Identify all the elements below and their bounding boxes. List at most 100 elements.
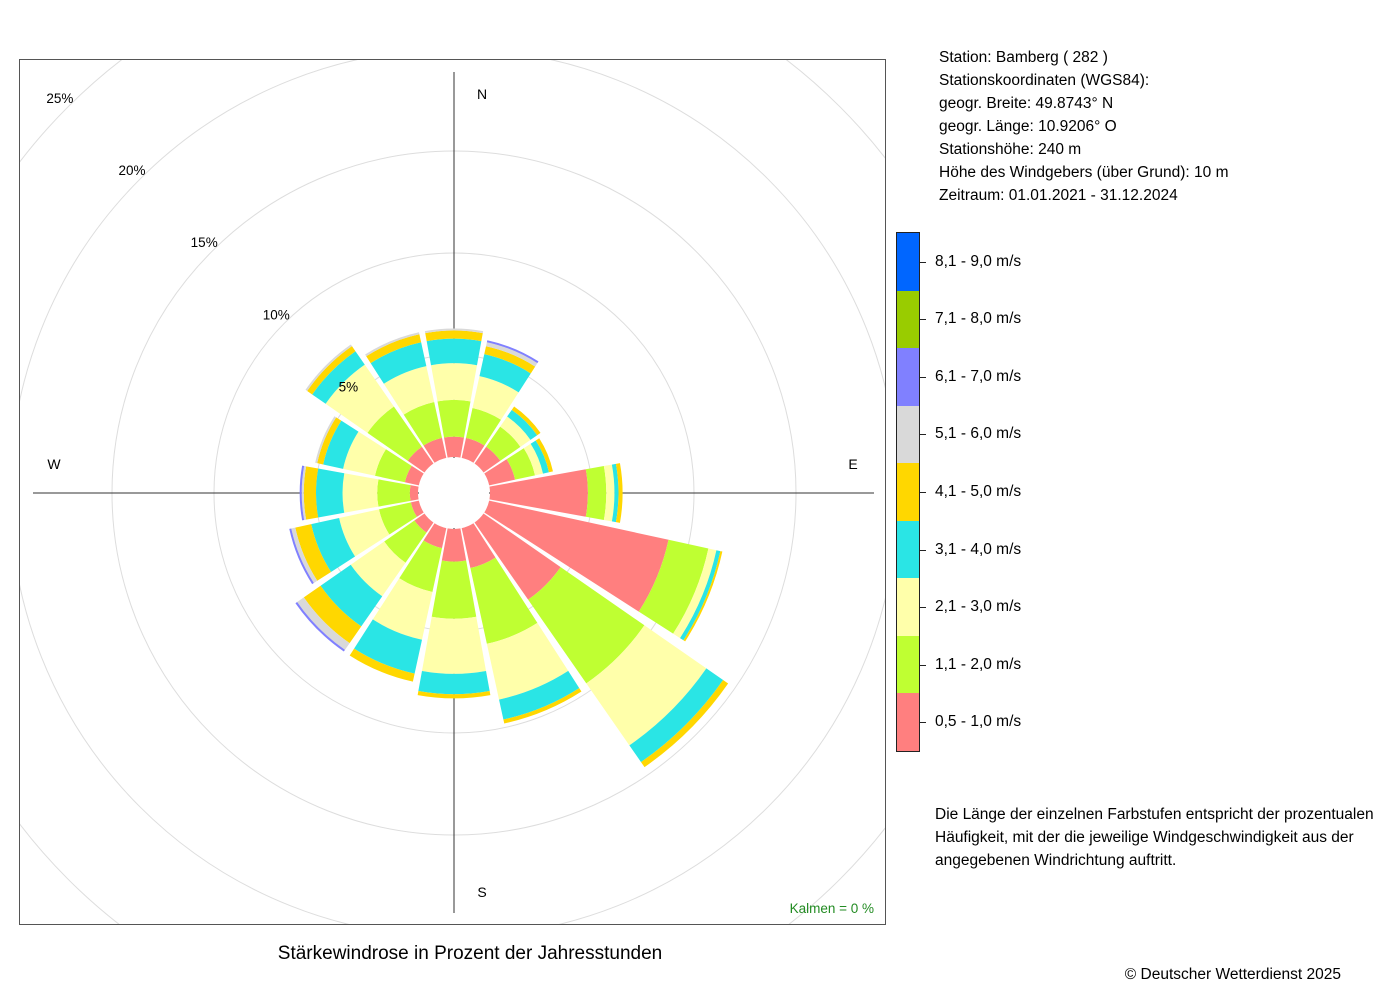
sector-o-band-2 [585,466,607,520]
sector-wnw [315,416,424,486]
sector-nnw-band-4 [370,342,427,384]
sector-w-band-1 [409,485,419,501]
sector-no-band-5 [511,406,541,436]
sector-nno-band-6 [486,342,538,367]
sector-sso-band-4 [499,670,580,720]
sector-nnw-band-1 [423,437,447,463]
sector-sw-band-7 [295,602,345,652]
sector-wsw-band-3 [339,509,390,557]
sector-oso [484,500,723,642]
legend-color-bar [896,232,920,752]
sector-wnw-band-3 [343,431,386,476]
sector-w-band-6 [301,466,307,520]
sector-so-band-3 [586,625,707,746]
sector-o-band-4 [611,463,619,523]
sector-n [424,328,484,458]
sector-w-band-7 [299,465,305,521]
legend-tick-8 [920,319,926,321]
sector-n-band-2 [437,399,471,438]
sector-w-band-3 [342,473,379,513]
sector-n-band-4 [426,338,482,366]
sector-so-band-5 [641,680,729,768]
sector-ono-band-2 [506,448,536,480]
sector-oso-band-1 [484,500,669,612]
chart-title: Stärkewindrose in Prozent der Jahresstun… [277,943,663,964]
legend-label-8: 7,1 - 8,0 m/s [935,310,1022,328]
station-info: Station: Bamberg ( 282 ) Stationskoordin… [939,46,1228,207]
ring-label-4: 20% [118,163,145,178]
sector-ono-band-3 [523,443,543,476]
sector-o-band-1 [489,469,588,517]
sector-s-band-1 [441,528,467,562]
legend-tick-9 [920,261,926,263]
legend-tick-2 [920,664,926,666]
legend-tick-1 [920,722,926,724]
sector-sso-band-5 [503,688,582,724]
sector-so-band-2 [528,567,645,684]
sector-sw-band-6 [297,597,350,650]
sector-ono-band-4 [530,440,549,474]
sector-o-band-3 [603,464,615,522]
legend-tick-3 [920,607,926,609]
sector-oso-band-2 [638,539,709,634]
sector-ssw [349,523,447,682]
sector-s-band-5 [417,691,491,699]
sector-ono-band-5 [535,438,553,473]
sector-n-band-3 [431,363,477,402]
sector-oso-band-5 [683,551,723,642]
sector-wnw-band-1 [404,465,424,486]
sector-ssw-band-5 [349,648,415,682]
sector-ono-band-1 [484,459,516,486]
sector-o-band-5 [615,463,623,523]
sector-wsw-band-2 [378,502,417,535]
sector-nno-band-3 [472,376,519,420]
sector-s-band-3 [421,616,487,674]
sector-no-band-1 [474,446,501,473]
sector-n-band-5 [425,330,483,342]
sector-s [417,528,491,699]
explanation-note: Die Länge der einzelnen Farbstufen entsp… [935,806,1374,869]
legend-swatch-2 [897,635,919,694]
legend-tick-7 [920,376,926,378]
legend-swatch-7 [897,348,919,406]
plot-frame: 5% 10% 15% 20% 25% N E S W Kalmen = 0 % [19,59,886,925]
sector-wnw-band-6 [315,416,337,464]
sector-wsw-band-5 [295,524,331,581]
sector-sso-band-2 [470,557,538,644]
sector-nnw-band-2 [403,402,442,446]
legend-swatch-3 [897,578,919,636]
sector-sso-band-1 [461,523,496,569]
sector-so-band-1 [474,513,561,600]
legend-swatch-6 [897,405,919,464]
sector-sw [295,513,434,652]
sector-so-band-4 [629,668,724,763]
legend-label-4: 3,1 - 4,0 m/s [935,540,1022,558]
sector-nno-band-5 [484,346,536,374]
compass-label-e: E [848,456,857,472]
legend-swatch-4 [897,520,919,579]
ring-label-1: 5% [339,379,359,394]
sector-so [474,513,729,768]
compass-label-n: N [477,86,487,102]
sector-no [474,406,541,473]
sector-no-band-2 [486,426,521,461]
ring-label-2: 10% [263,307,290,322]
legend-label-9: 8,1 - 9,0 m/s [935,252,1022,270]
sector-sso-band-3 [486,622,569,700]
latitude: geogr. Breite: 49.8743° N [939,95,1114,112]
sector-sw-band-4 [320,564,383,627]
sector-nw-band-3 [325,364,394,433]
sector-sw-band-3 [350,541,406,597]
sector-nw-band-6 [305,344,352,391]
sector-ssw-band-4 [354,619,422,674]
sector-wnw-band-5 [317,417,342,465]
legend-tick-5 [920,492,926,493]
longitude: geogr. Länge: 10.9206° O [939,118,1117,135]
sector-nw-band-1 [407,446,434,473]
calm-circle [419,458,489,528]
compass-label-w: W [47,456,61,472]
compass-label-s: S [477,884,486,900]
sector-w-band-2 [377,479,411,507]
sector-sso [461,523,582,724]
wind-rose: 5% 10% 15% 20% 25% N E S W Kalmen = 0 % [20,60,885,924]
